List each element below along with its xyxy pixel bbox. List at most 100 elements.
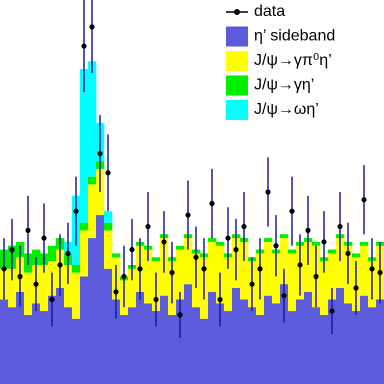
histogram-bar <box>312 241 321 246</box>
histogram-bar <box>120 314 129 384</box>
histogram-bar <box>32 303 41 384</box>
histogram-bar <box>264 238 273 242</box>
data-point <box>289 208 295 214</box>
data-point <box>41 235 47 241</box>
histogram-bar <box>128 307 137 384</box>
histogram-bar <box>208 241 217 292</box>
histogram-bar <box>0 299 9 384</box>
histogram-bar <box>88 176 97 185</box>
histogram-bar <box>72 264 81 273</box>
data-point <box>369 266 375 272</box>
histogram-bar <box>328 253 337 300</box>
histogram-bar <box>192 307 201 384</box>
histogram-bar <box>240 241 249 300</box>
data-point <box>17 273 23 280</box>
histogram-bar <box>152 311 161 384</box>
histogram-bar <box>320 314 329 384</box>
data-point <box>9 247 15 253</box>
data-point <box>305 227 311 233</box>
histogram-bar <box>360 245 369 296</box>
histogram-bar <box>208 291 217 384</box>
data-point <box>321 239 327 245</box>
histogram-bar <box>272 253 281 304</box>
histogram-bar <box>208 238 217 242</box>
data-point <box>257 266 263 272</box>
histogram-bar <box>176 245 185 250</box>
histogram-bar <box>80 230 89 277</box>
histogram-bar <box>288 249 297 254</box>
histogram-bar <box>8 307 17 384</box>
data-point <box>113 289 119 295</box>
data-point <box>297 262 303 268</box>
data-point <box>97 151 103 157</box>
histogram-bar <box>280 284 289 384</box>
histogram-bar <box>368 307 377 384</box>
histogram-bar <box>88 61 97 177</box>
histogram-bar <box>248 307 257 384</box>
data-point <box>337 223 343 230</box>
data-point <box>233 247 239 253</box>
data-point <box>225 235 231 241</box>
data-point <box>329 308 335 314</box>
histogram-bar <box>8 268 17 308</box>
histogram-bar <box>80 69 89 223</box>
histogram-bar <box>376 299 384 384</box>
histogram-bar <box>344 303 353 384</box>
data-point <box>153 296 159 303</box>
histogram-bar <box>96 215 105 384</box>
histogram-bar <box>152 257 161 262</box>
data-point <box>121 273 127 280</box>
data-point <box>185 212 191 218</box>
data-point <box>89 24 95 30</box>
data-point <box>273 243 279 249</box>
histogram-bar <box>88 238 97 384</box>
data-point <box>241 223 247 230</box>
legend-label: J/ψ→γπ⁰η’ <box>254 52 332 69</box>
data-point <box>81 43 87 49</box>
histogram-bar <box>104 268 113 384</box>
histogram-bar <box>168 314 177 384</box>
histogram-bar <box>352 311 361 384</box>
data-point <box>345 250 351 257</box>
data-point <box>73 208 79 214</box>
data-point <box>33 281 39 287</box>
histogram-bar <box>72 318 81 384</box>
histogram-bar <box>280 234 289 239</box>
histogram-bar <box>256 314 265 384</box>
data-point <box>377 270 383 276</box>
histogram-bar <box>184 238 193 285</box>
histogram-bar <box>312 307 321 384</box>
histogram-bar <box>56 288 65 384</box>
histogram-bar <box>280 238 289 285</box>
histogram-bar <box>128 268 137 308</box>
legend-label: data <box>254 3 285 20</box>
histogram-bar <box>64 307 73 384</box>
histogram-bar <box>336 288 345 384</box>
histogram-bar <box>224 311 233 384</box>
histogram-bar <box>224 257 233 312</box>
histogram-bar <box>272 303 281 384</box>
data-point <box>177 312 183 318</box>
histogram-bar <box>80 222 89 231</box>
histogram-bar <box>296 299 305 384</box>
histogram-bar <box>336 238 345 288</box>
histogram-bar <box>328 299 337 384</box>
histogram-bar <box>40 311 49 384</box>
histogram-bar <box>64 264 73 308</box>
data-point <box>313 273 319 280</box>
histogram-bar <box>176 299 185 384</box>
data-point <box>193 254 199 260</box>
histogram-bar <box>288 311 297 384</box>
data-point <box>249 281 255 287</box>
histogram-bar <box>88 184 97 239</box>
legend-swatch <box>226 26 248 47</box>
data-point <box>281 293 287 299</box>
legend-label: η’ sideband <box>254 28 335 45</box>
histogram-bar <box>16 291 25 384</box>
data-point <box>49 296 55 303</box>
histogram-bar <box>112 299 121 384</box>
histogram-bar <box>352 253 361 258</box>
data-point <box>201 266 207 272</box>
histogram-bar <box>216 303 225 384</box>
histogram-bar <box>240 299 249 384</box>
